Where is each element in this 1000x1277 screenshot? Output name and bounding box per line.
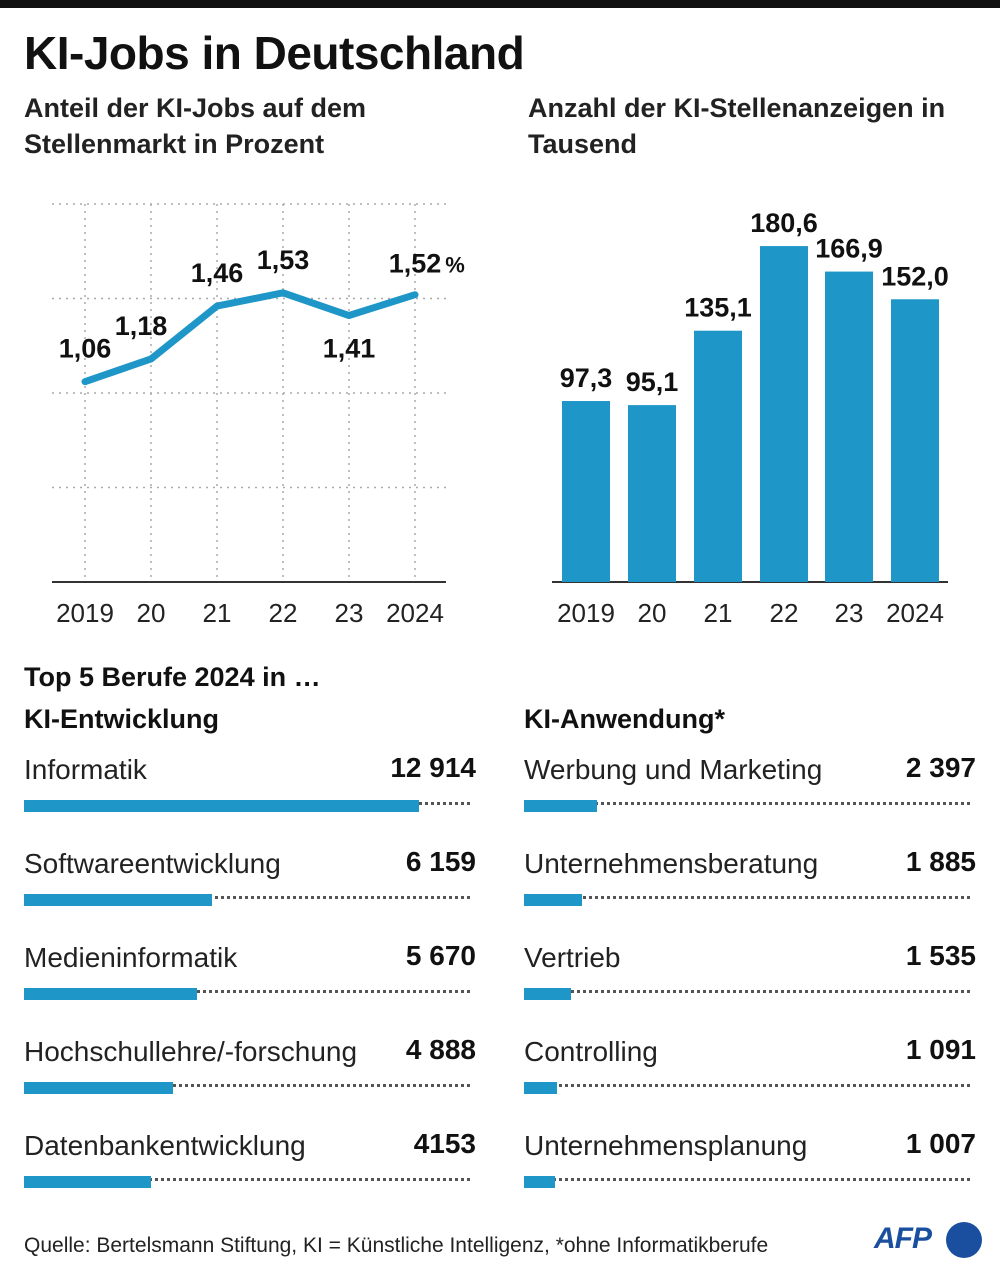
source-note: Quelle: Bertelsmann Stiftung, KI = Künst… <box>24 1234 769 1257</box>
line-chart-tick-label: 22 <box>269 598 298 628</box>
list-item-bar <box>524 894 582 906</box>
bar-chart-tick-label: 2019 <box>557 598 615 628</box>
line-chart-value-label: 1,41 <box>323 334 376 364</box>
list-item-label: Werbung und Marketing <box>524 754 823 785</box>
line-chart-tick-label: 23 <box>335 598 364 628</box>
list-item-bar <box>524 988 571 1000</box>
bar-chart-bar <box>562 401 610 582</box>
list-item: Datenbankentwicklung 4153 <box>24 1126 476 1220</box>
ki-anwendung-list: Werbung und Marketing 2 397 Unternehmensbe… <box>524 750 976 1220</box>
afp-logo-dot <box>946 1222 982 1258</box>
ki-entwicklung-title: KI-Entwicklung <box>24 704 219 734</box>
bar-chart-value-label: 152,0 <box>881 261 949 291</box>
bar-chart-tick-label: 2024 <box>886 598 944 628</box>
list-item: Vertrieb 1 535 <box>524 938 976 1032</box>
line-chart-value-label: 1,52 <box>389 249 442 279</box>
list-item-track <box>524 802 970 805</box>
bar-chart-bar <box>628 405 676 582</box>
list-item-value: 5 670 <box>405 940 476 971</box>
list-item-track <box>524 896 970 899</box>
bar-chart-tick-label: 22 <box>770 598 799 628</box>
line-chart-tick-label: 21 <box>203 598 232 628</box>
list-item-label: Medieninformatik <box>24 942 238 973</box>
list-item-value: 1 535 <box>905 940 976 971</box>
list-item-bar <box>524 1082 558 1094</box>
list-item: Medieninformatik 5 670 <box>24 938 476 1032</box>
bar-chart-tick-label: 20 <box>638 598 667 628</box>
list-item: Unternehmensplanung 1 007 <box>524 1126 976 1220</box>
list-item: Werbung und Marketing 2 397 <box>524 750 976 844</box>
list-item-value: 2 397 <box>905 752 976 783</box>
top5-heading: Top 5 Berufe 2024 in … <box>24 662 321 692</box>
bar-chart-bar <box>694 330 742 582</box>
list-item-bar <box>24 800 419 812</box>
line-chart-title: Anteil der KI-Jobs auf dem Stellenmarkt … <box>24 93 367 159</box>
list-item-value: 4 888 <box>405 1034 476 1065</box>
bar-chart-bar <box>825 271 873 582</box>
bar-chart-value-label: 166,9 <box>815 234 883 264</box>
line-chart: 2019 20 21 22 23 2024 1,061,18 1,46 1,53 1,41 1,52… <box>52 203 465 628</box>
list-item-label: Hochschullehre/-forschung <box>24 1036 358 1067</box>
list-item-bar <box>24 894 213 906</box>
list-item-label: Informatik <box>24 754 147 785</box>
bar-chart-value-label: 180,6 <box>750 208 818 238</box>
list-item: Informatik 12 914 <box>24 750 476 844</box>
page-title: KI-Jobs in Deutschland <box>24 27 525 79</box>
list-item: Hochschullehre/-forschung 4 888 <box>24 1032 476 1126</box>
list-item-value: 12 914 <box>390 752 476 783</box>
list-item: Softwareentwicklung 6 159 <box>24 844 476 938</box>
afp-logo-text: AFP <box>874 1222 932 1255</box>
list-item-value: 6 159 <box>405 846 476 877</box>
top-bar <box>0 0 1000 8</box>
line-chart-tick-label: 2024 <box>386 598 444 628</box>
bar-chart: 97,3 2019 95,1 20 135,1 21 180,6 22 166,9 23 152,0… <box>552 208 949 628</box>
list-item-label: Datenbankentwicklung <box>24 1130 306 1161</box>
line-chart-value-label: 1,53 <box>257 245 310 275</box>
line-chart-series <box>81 289 419 386</box>
list-item-track <box>524 990 970 993</box>
list-item-value: 1 091 <box>905 1034 976 1065</box>
list-item-track <box>524 1178 970 1181</box>
ki-anwendung-title: KI-Anwendung* <box>524 704 725 734</box>
list-item-bar <box>24 1082 174 1094</box>
list-item-value: 4153 <box>413 1128 476 1159</box>
bar-chart-tick-label: 23 <box>835 598 864 628</box>
list-item-label: Unternehmensberatung <box>524 848 819 879</box>
list-item-bar <box>524 800 598 812</box>
list-item-value: 1 885 <box>905 846 976 877</box>
bar-chart-title: Anzahl der KI-Stellenanzeigen in Tausend <box>528 93 946 159</box>
line-chart-value-label: 1,06 <box>59 334 112 364</box>
list-item: Unternehmensberatung 1 885 <box>524 844 976 938</box>
list-item-label: Vertrieb <box>524 942 621 973</box>
bar-chart-value-label: 95,1 <box>626 367 679 397</box>
list-item-value: 1 007 <box>905 1128 976 1159</box>
ki-entwicklung-list: Informatik 12 914 Softwareentwicklung 6 159… <box>24 750 476 1220</box>
list-item-track <box>24 1084 470 1087</box>
afp-logo: AFP <box>874 1220 989 1260</box>
list-item-bar <box>524 1176 555 1188</box>
list-item: Controlling 1 091 <box>524 1032 976 1126</box>
bar-chart-value-label: 97,3 <box>560 363 613 393</box>
bar-chart-value-label: 135,1 <box>684 293 752 323</box>
list-item-track <box>24 896 470 899</box>
list-item-track <box>524 1084 970 1087</box>
line-chart-value-label: 1,18 <box>115 311 168 341</box>
list-item-bar <box>24 1176 151 1188</box>
bar-chart-bar <box>891 299 939 582</box>
bar-chart-tick-label: 21 <box>704 598 733 628</box>
line-chart-unit-label: % <box>445 253 465 278</box>
list-item-label: Controlling <box>524 1036 658 1067</box>
list-item-track <box>24 1178 470 1181</box>
list-item-label: Softwareentwicklung <box>24 848 281 879</box>
list-item-bar <box>24 988 198 1000</box>
line-chart-tick-label: 20 <box>137 598 166 628</box>
list-item-track <box>24 990 470 993</box>
line-chart-tick-label: 2019 <box>56 598 114 628</box>
list-item-label: Unternehmensplanung <box>524 1130 808 1161</box>
bar-chart-bar <box>760 246 808 583</box>
line-chart-value-label: 1,46 <box>191 258 244 288</box>
